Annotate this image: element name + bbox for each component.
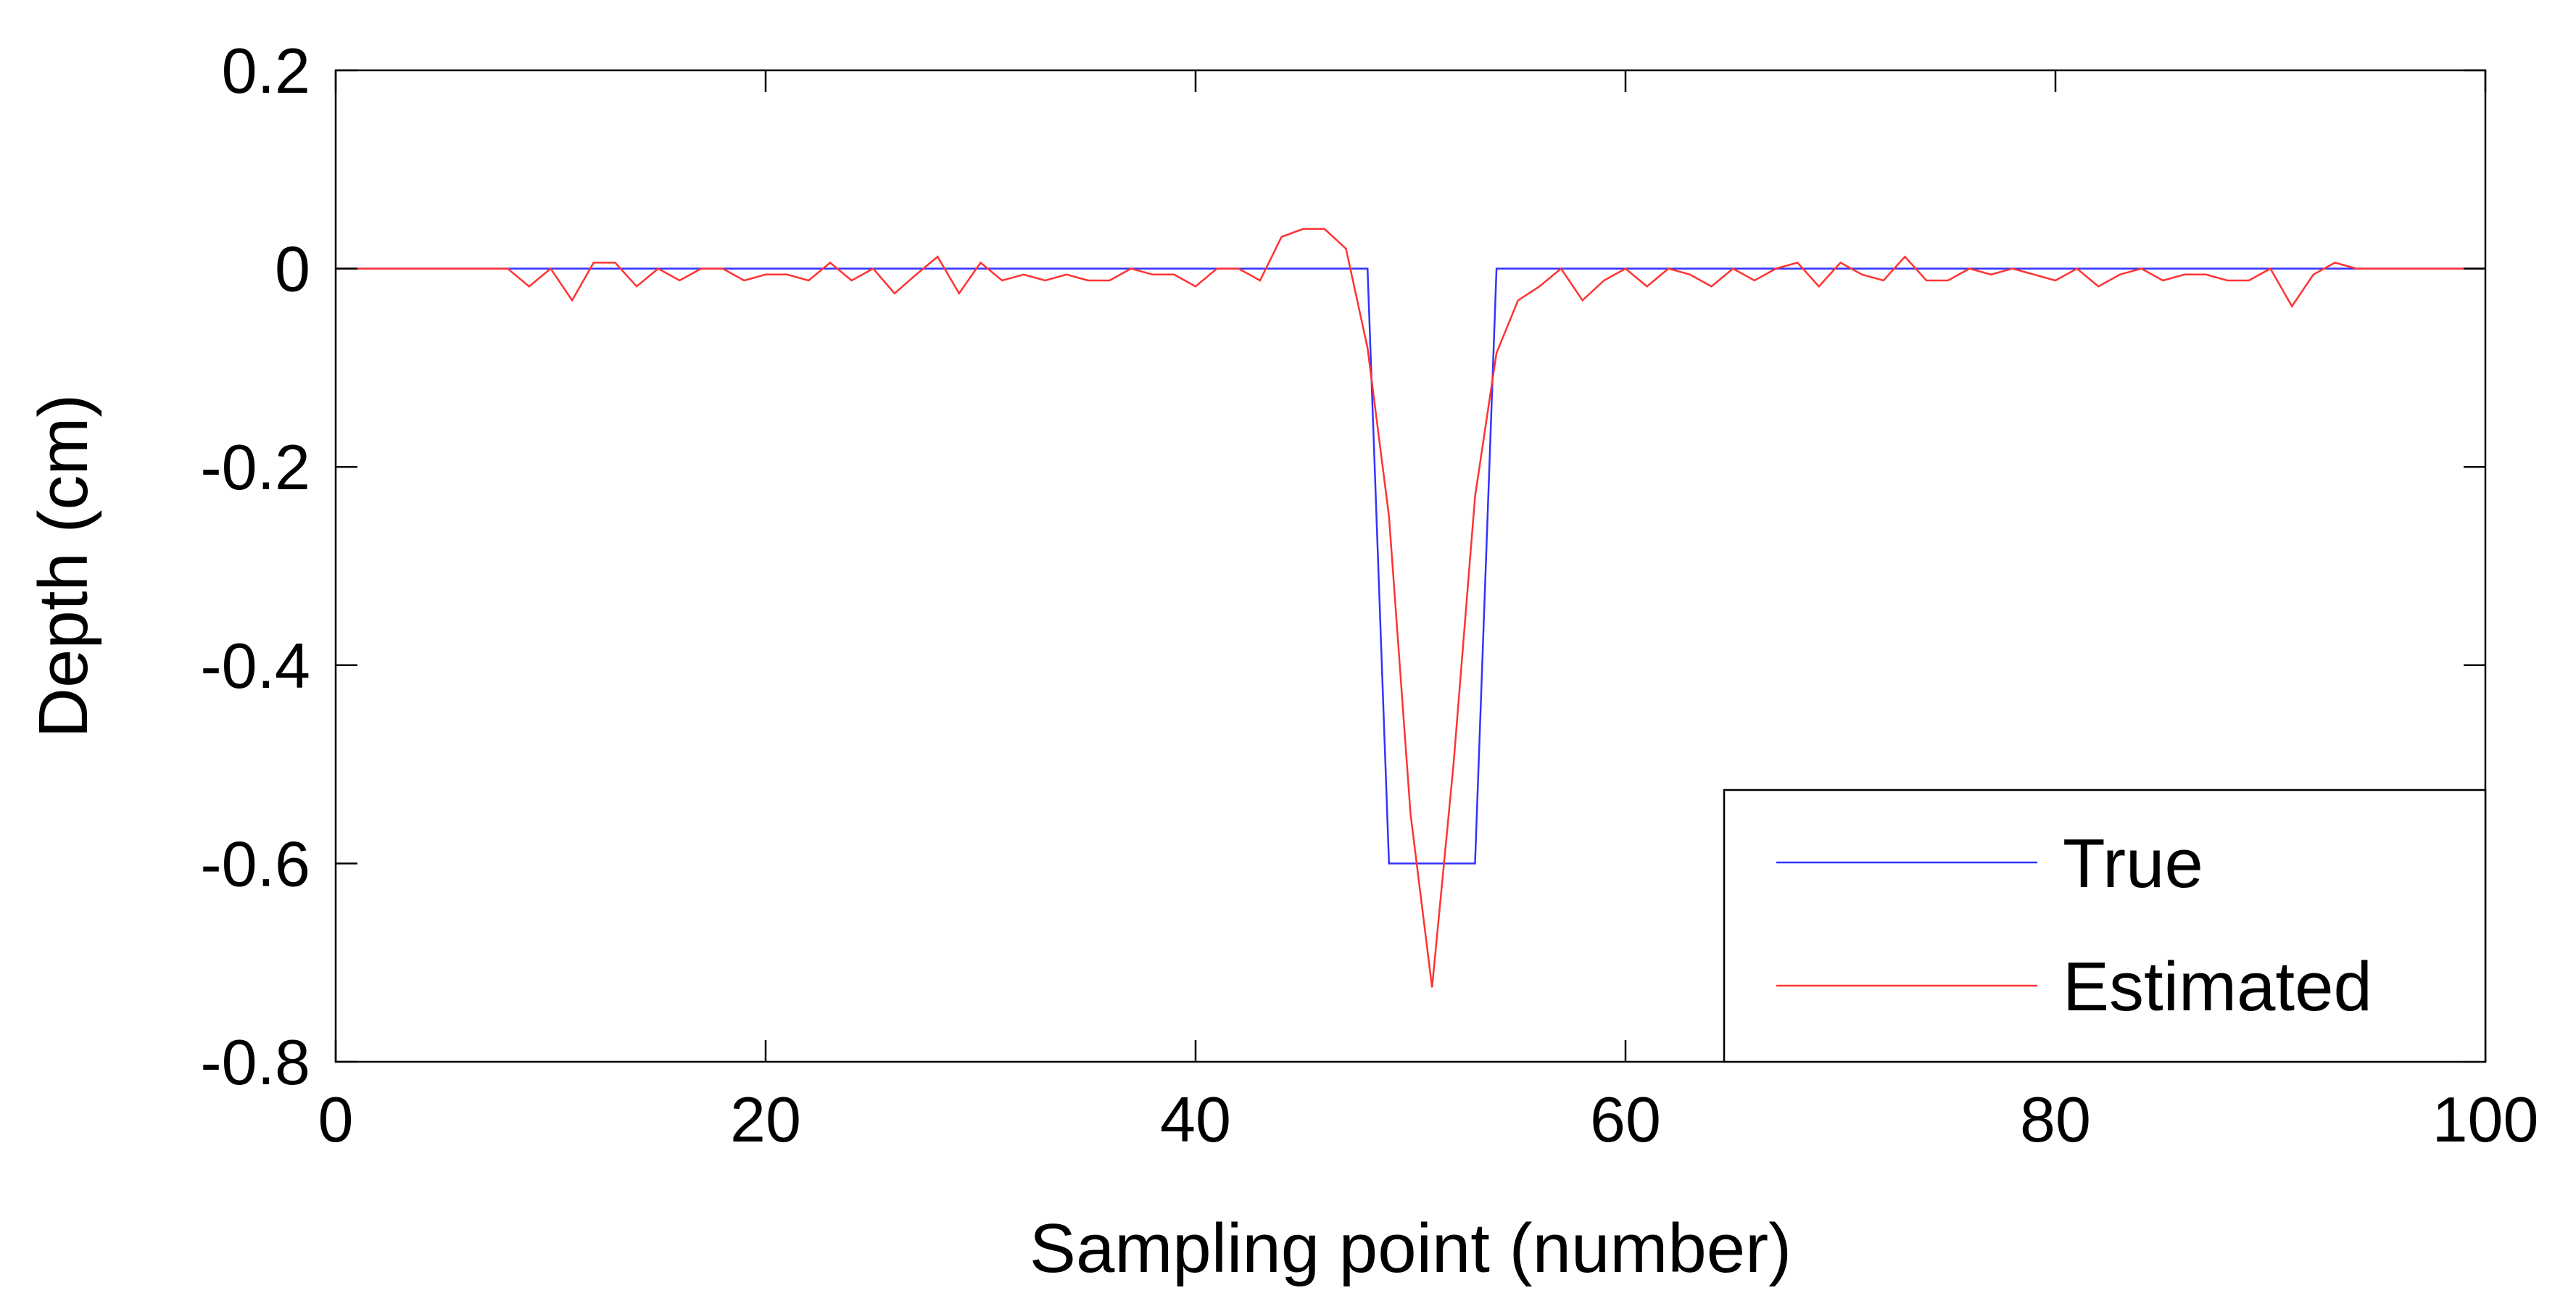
- y-tick-label: -0.6: [200, 828, 310, 899]
- x-tick-label: 100: [2432, 1084, 2539, 1155]
- x-tick-label: 60: [1590, 1084, 1661, 1155]
- plot-frame: [334, 69, 2487, 1063]
- legend: True Estimated: [1723, 789, 2487, 1063]
- y-tick-label: -0.2: [200, 431, 310, 503]
- legend-box: [1723, 789, 2487, 1063]
- series-layer: [336, 228, 2485, 988]
- x-tick-label: 80: [2020, 1084, 2091, 1155]
- y-tick-label: -0.4: [200, 630, 310, 702]
- y-tick-label: -0.8: [200, 1026, 310, 1098]
- series-line-true: [336, 267, 2485, 865]
- x-tick-label: 40: [1160, 1084, 1231, 1155]
- legend-label-estimated: Estimated: [2063, 948, 2372, 1026]
- x-tick-label: 0: [318, 1084, 354, 1155]
- y-tick-label: 0: [275, 233, 310, 305]
- y-tick-label: 0.2: [222, 35, 310, 107]
- legend-label-true: True: [2063, 825, 2203, 902]
- y-tick-labels: 0.2 0 -0.2 -0.4 -0.6 -0.8: [200, 35, 310, 1098]
- y-axis-label: Depth (cm): [25, 394, 102, 739]
- x-tick-label: 20: [730, 1084, 801, 1155]
- x-tick-labels: 0 20 40 60 80 100: [318, 1084, 2539, 1155]
- series-line-estimated: [336, 228, 2485, 988]
- x-axis-label: Sampling point (number): [1030, 1210, 1792, 1287]
